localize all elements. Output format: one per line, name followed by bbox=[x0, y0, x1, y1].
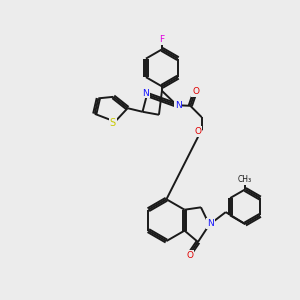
Text: N: N bbox=[175, 101, 182, 110]
Text: O: O bbox=[186, 250, 193, 260]
Text: N: N bbox=[207, 219, 214, 228]
Text: O: O bbox=[195, 127, 202, 136]
Text: F: F bbox=[159, 35, 164, 44]
Text: N: N bbox=[142, 89, 149, 98]
Text: O: O bbox=[192, 87, 199, 96]
Text: S: S bbox=[110, 118, 116, 128]
Text: CH₃: CH₃ bbox=[238, 175, 252, 184]
